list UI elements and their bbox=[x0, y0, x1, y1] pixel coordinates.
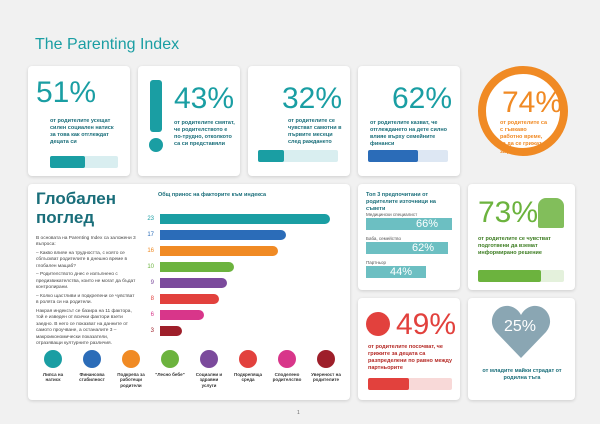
factor-label: Подкрепяща среда bbox=[234, 372, 262, 383]
stat: 43% bbox=[174, 82, 235, 115]
paragraph: – Колко щастливи и подкрепени се чувства… bbox=[36, 293, 135, 306]
flex-circle: 74% от родителите са с гъвкаво работно в… bbox=[478, 66, 568, 156]
stat-text: от младите майки страдат от родилна тъга bbox=[482, 368, 562, 382]
factor-label: "Лесно бебе" bbox=[155, 372, 185, 377]
factor-bar bbox=[160, 326, 183, 336]
factor-bar bbox=[160, 214, 330, 224]
progress bbox=[258, 150, 338, 162]
paragraph: – Родителството днес е изпълнено с преди… bbox=[36, 272, 136, 291]
card: 51% от родителите усещат силен социален … bbox=[28, 66, 130, 176]
factor-label: Липса на натиск bbox=[42, 372, 64, 383]
progress bbox=[478, 270, 564, 282]
factor-icon bbox=[317, 350, 335, 368]
factor-bar bbox=[160, 310, 205, 320]
progress bbox=[50, 156, 118, 168]
factor-icon bbox=[239, 350, 257, 368]
card: 43% от родителите смятат, че родителство… bbox=[138, 66, 240, 176]
source-value: 66% bbox=[416, 218, 439, 230]
page-number: 1 bbox=[297, 410, 300, 416]
card: 49% от родителите посочват, че грижите з… bbox=[358, 298, 460, 400]
factor-icon bbox=[278, 350, 296, 368]
paragraph: – Какво влияе на трудността, с която се … bbox=[36, 250, 128, 269]
stat: 49% bbox=[396, 308, 457, 341]
icon bbox=[538, 198, 564, 228]
factor-value: 9 bbox=[150, 280, 154, 286]
panel-title: Глобален поглед bbox=[36, 189, 117, 227]
stat: 51% bbox=[36, 76, 97, 109]
source-value: 44% bbox=[390, 266, 413, 278]
body-text: В основата на Parenting Index са заложен… bbox=[36, 236, 136, 350]
stat-text: от родителите са с гъвкаво работно време… bbox=[500, 120, 548, 155]
factor-icon bbox=[83, 350, 101, 368]
factor-icon bbox=[200, 350, 218, 368]
stat: 32% bbox=[282, 82, 343, 115]
stat: 25% bbox=[504, 318, 537, 335]
factor-value: 6 bbox=[150, 312, 154, 318]
icon bbox=[149, 138, 163, 152]
stat-text: от родителите се чувстват подготвени да … bbox=[478, 236, 551, 257]
factor-bar bbox=[160, 262, 234, 272]
icon bbox=[366, 312, 390, 336]
stat: 62% bbox=[392, 82, 453, 115]
chart-title: Общ принос на факторите към индекса bbox=[158, 192, 267, 198]
factor-value: 8 bbox=[150, 296, 154, 302]
heart bbox=[491, 305, 551, 358]
factor-bar bbox=[160, 230, 286, 240]
stat-text: от родителите посочват, че грижите за де… bbox=[368, 344, 453, 372]
icon bbox=[150, 80, 162, 132]
sources-title: Топ 3 предпочитани от родителите източни… bbox=[366, 192, 436, 213]
stat: 73% bbox=[478, 196, 539, 229]
factor-bar bbox=[160, 294, 220, 304]
factor-bar bbox=[160, 278, 227, 288]
source-label: Медицински специалист bbox=[366, 212, 418, 217]
factor-label: Споделено родителство bbox=[272, 372, 302, 383]
factor-bar bbox=[160, 246, 279, 256]
stat-text: от родителите смятат, че родителството е… bbox=[174, 120, 235, 148]
global-panel: Глобален поглед Общ принос на факторите … bbox=[28, 184, 350, 400]
stat: 74% bbox=[502, 86, 563, 119]
factor-label: Подкрепа за работещи родители bbox=[117, 372, 145, 388]
factor-icon bbox=[161, 350, 179, 368]
progress bbox=[368, 150, 448, 162]
source-bar: 62% bbox=[366, 242, 448, 254]
factor-icon bbox=[44, 350, 62, 368]
progress bbox=[368, 378, 452, 390]
card: 62% от родителите казват, че отглежданет… bbox=[358, 66, 460, 176]
factor-value: 17 bbox=[147, 232, 154, 238]
factor-value: 16 bbox=[147, 248, 154, 254]
stat-text: от родителите усещат силен социален нати… bbox=[50, 118, 114, 146]
factor-value: 10 bbox=[147, 264, 154, 270]
factor-icon bbox=[122, 350, 140, 368]
source-label: Партньор bbox=[366, 260, 387, 265]
stat-text: от родителите казват, че отглеждането на… bbox=[370, 120, 448, 148]
source-value: 62% bbox=[412, 242, 435, 254]
factor-label: Финансова стабилност bbox=[79, 372, 105, 383]
title: The Parenting Index bbox=[35, 36, 180, 53]
factor-label: Увереност на родителите bbox=[311, 372, 341, 383]
card: 25% от младите майки страдат от родилна … bbox=[468, 298, 575, 400]
sources-card: Топ 3 предпочитани от родителите източни… bbox=[358, 184, 460, 290]
card: 32% от родителите се чувстват самотни в … bbox=[248, 66, 350, 176]
card: 73% от родителите се чувстват подготвени… bbox=[468, 184, 575, 290]
stat-text: от родителите се чувстват самотни в първ… bbox=[288, 118, 342, 146]
source-bar: 66% bbox=[366, 218, 452, 230]
factor-value: 3 bbox=[150, 328, 154, 334]
paragraph: В основата на Parenting Index са заложен… bbox=[36, 236, 136, 248]
factor-value: 23 bbox=[147, 216, 154, 222]
source-label: Баба, семейство bbox=[366, 236, 401, 241]
paragraph: Накрая индексът се базира на 11 фактора,… bbox=[36, 308, 132, 347]
factor-label: Социални и здравни услуги bbox=[195, 372, 223, 388]
source-bar: 44% bbox=[366, 266, 426, 278]
